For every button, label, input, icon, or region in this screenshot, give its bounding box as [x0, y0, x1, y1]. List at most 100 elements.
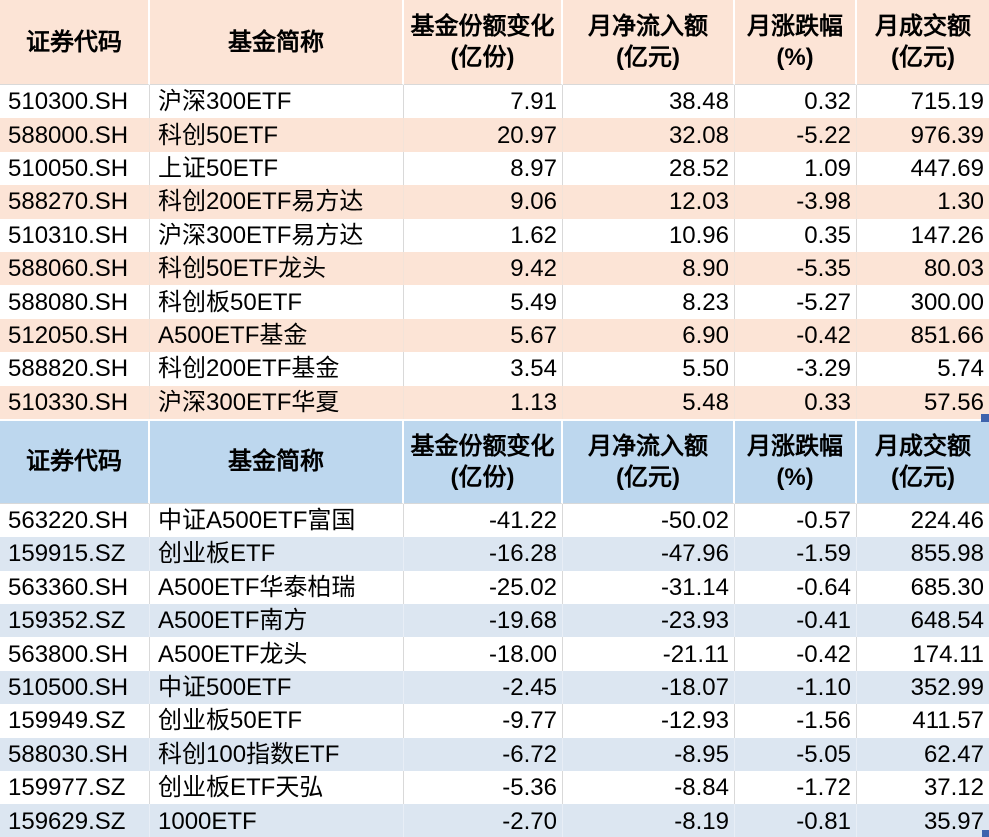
security-code-cell[interactable]: 563360.SH: [0, 570, 150, 605]
net-inflow-cell[interactable]: -18.07: [563, 670, 735, 705]
share-change-cell[interactable]: -2.70: [404, 804, 563, 837]
security-code-cell[interactable]: 510050.SH: [0, 151, 150, 186]
share-change-cell[interactable]: -5.36: [404, 771, 563, 805]
net-inflow-cell[interactable]: -8.84: [563, 771, 735, 805]
fund-name-cell[interactable]: 上证50ETF: [150, 151, 404, 186]
column-header-share-change[interactable]: 基金份额变化 (亿份): [404, 420, 563, 504]
monthly-change-cell[interactable]: -0.64: [735, 570, 857, 605]
fund-name-cell[interactable]: 创业板ETF天弘: [150, 771, 404, 805]
column-header-turnover[interactable]: 月成交额 (亿元): [857, 420, 989, 504]
column-header-fund-name[interactable]: 基金简称: [150, 0, 404, 85]
share-change-cell[interactable]: -16.28: [404, 537, 563, 571]
security-code-cell[interactable]: 588270.SH: [0, 185, 150, 219]
share-change-cell[interactable]: 3.54: [404, 352, 563, 386]
security-code-cell[interactable]: 588030.SH: [0, 737, 150, 772]
turnover-cell[interactable]: 447.69: [857, 151, 989, 186]
net-inflow-cell[interactable]: 8.23: [563, 285, 735, 319]
security-code-cell[interactable]: 159915.SZ: [0, 537, 150, 571]
security-code-cell[interactable]: 588820.SH: [0, 352, 150, 386]
net-inflow-cell[interactable]: 38.48: [563, 85, 735, 119]
turnover-cell[interactable]: 37.12: [857, 771, 989, 805]
monthly-change-cell[interactable]: -1.56: [735, 704, 857, 738]
column-header-monthly-change[interactable]: 月涨跌幅 (%): [735, 0, 857, 85]
net-inflow-cell[interactable]: -12.93: [563, 704, 735, 738]
share-change-cell[interactable]: 5.49: [404, 285, 563, 319]
monthly-change-cell[interactable]: 0.33: [735, 385, 857, 419]
share-change-cell[interactable]: -19.68: [404, 604, 563, 638]
fund-name-cell[interactable]: A500ETF南方: [150, 604, 404, 638]
security-code-cell[interactable]: 563220.SH: [0, 503, 150, 538]
share-change-cell[interactable]: -9.77: [404, 704, 563, 738]
share-change-cell[interactable]: -6.72: [404, 737, 563, 772]
turnover-cell[interactable]: 1.30: [857, 185, 989, 219]
turnover-cell[interactable]: 300.00: [857, 285, 989, 319]
net-inflow-cell[interactable]: -21.11: [563, 637, 735, 671]
fund-name-cell[interactable]: A500ETF基金: [150, 318, 404, 353]
monthly-change-cell[interactable]: 0.32: [735, 85, 857, 119]
turnover-cell[interactable]: 352.99: [857, 670, 989, 705]
net-inflow-cell[interactable]: -47.96: [563, 537, 735, 571]
security-code-cell[interactable]: 159977.SZ: [0, 771, 150, 805]
security-code-cell[interactable]: 512050.SH: [0, 318, 150, 353]
fund-name-cell[interactable]: 沪深300ETF易方达: [150, 218, 404, 252]
fill-handle[interactable]: [982, 830, 989, 837]
share-change-cell[interactable]: -2.45: [404, 670, 563, 705]
turnover-cell[interactable]: 35.97: [857, 804, 989, 837]
share-change-cell[interactable]: 9.42: [404, 251, 563, 286]
turnover-cell[interactable]: 715.19: [857, 85, 989, 119]
monthly-change-cell[interactable]: -5.22: [735, 118, 857, 152]
monthly-change-cell[interactable]: 1.09: [735, 151, 857, 186]
share-change-cell[interactable]: 1.62: [404, 218, 563, 252]
security-code-cell[interactable]: 159352.SZ: [0, 604, 150, 638]
fund-name-cell[interactable]: A500ETF龙头: [150, 637, 404, 671]
column-header-security-code[interactable]: 证券代码: [0, 420, 150, 504]
turnover-cell[interactable]: 855.98: [857, 537, 989, 571]
security-code-cell[interactable]: 510500.SH: [0, 670, 150, 705]
fund-name-cell[interactable]: 科创50ETF龙头: [150, 251, 404, 286]
share-change-cell[interactable]: -18.00: [404, 637, 563, 671]
share-change-cell[interactable]: 5.67: [404, 318, 563, 353]
share-change-cell[interactable]: 20.97: [404, 118, 563, 152]
turnover-cell[interactable]: 685.30: [857, 570, 989, 605]
column-header-turnover[interactable]: 月成交额 (亿元): [857, 0, 989, 85]
net-inflow-cell[interactable]: 8.90: [563, 251, 735, 286]
net-inflow-cell[interactable]: 5.48: [563, 385, 735, 419]
net-inflow-cell[interactable]: 12.03: [563, 185, 735, 219]
net-inflow-cell[interactable]: 6.90: [563, 318, 735, 353]
column-header-net-inflow[interactable]: 月净流入额 (亿元): [563, 0, 735, 85]
fund-name-cell[interactable]: 中证A500ETF富国: [150, 503, 404, 538]
monthly-change-cell[interactable]: -5.35: [735, 251, 857, 286]
column-header-share-change[interactable]: 基金份额变化 (亿份): [404, 0, 563, 85]
monthly-change-cell[interactable]: -1.72: [735, 771, 857, 805]
monthly-change-cell[interactable]: -0.42: [735, 318, 857, 353]
turnover-cell[interactable]: 174.11: [857, 637, 989, 671]
net-inflow-cell[interactable]: -23.93: [563, 604, 735, 638]
net-inflow-cell[interactable]: 28.52: [563, 151, 735, 186]
monthly-change-cell[interactable]: -0.57: [735, 503, 857, 538]
monthly-change-cell[interactable]: -3.29: [735, 352, 857, 386]
share-change-cell[interactable]: 8.97: [404, 151, 563, 186]
net-inflow-cell[interactable]: -8.19: [563, 804, 735, 837]
turnover-cell[interactable]: 976.39: [857, 118, 989, 152]
column-header-security-code[interactable]: 证券代码: [0, 0, 150, 85]
column-header-fund-name[interactable]: 基金简称: [150, 420, 404, 504]
monthly-change-cell[interactable]: -0.81: [735, 804, 857, 837]
share-change-cell[interactable]: 1.13: [404, 385, 563, 419]
column-header-monthly-change[interactable]: 月涨跌幅 (%): [735, 420, 857, 504]
share-change-cell[interactable]: -41.22: [404, 503, 563, 538]
monthly-change-cell[interactable]: -3.98: [735, 185, 857, 219]
fund-name-cell[interactable]: 中证500ETF: [150, 670, 404, 705]
monthly-change-cell[interactable]: -5.27: [735, 285, 857, 319]
fund-name-cell[interactable]: 1000ETF: [150, 804, 404, 837]
fill-handle[interactable]: [981, 414, 989, 422]
turnover-cell[interactable]: 62.47: [857, 737, 989, 772]
column-header-net-inflow[interactable]: 月净流入额 (亿元): [563, 420, 735, 504]
fund-name-cell[interactable]: 科创50ETF: [150, 118, 404, 152]
fund-name-cell[interactable]: 沪深300ETF华夏: [150, 385, 404, 419]
fund-name-cell[interactable]: 科创200ETF易方达: [150, 185, 404, 219]
security-code-cell[interactable]: 510310.SH: [0, 218, 150, 252]
fund-name-cell[interactable]: 科创板50ETF: [150, 285, 404, 319]
fund-name-cell[interactable]: 沪深300ETF: [150, 85, 404, 119]
security-code-cell[interactable]: 510330.SH: [0, 385, 150, 419]
monthly-change-cell[interactable]: -0.42: [735, 637, 857, 671]
